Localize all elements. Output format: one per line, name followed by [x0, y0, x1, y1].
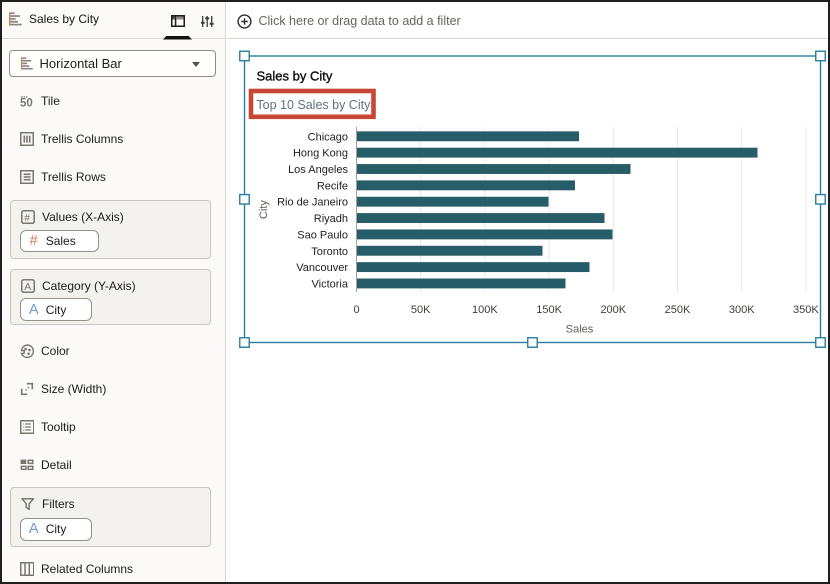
svg-text:150K: 150K: [536, 304, 562, 316]
svg-text:200K: 200K: [600, 304, 626, 316]
svg-text:Riyadh: Riyadh: [314, 213, 348, 225]
svg-text:250K: 250K: [665, 304, 691, 316]
svg-text:Toronto: Toronto: [311, 246, 348, 258]
svg-text:300K: 300K: [729, 304, 755, 316]
svg-text:Vancouver: Vancouver: [296, 262, 348, 274]
svg-text:0: 0: [353, 304, 359, 316]
svg-text:Hong Kong: Hong Kong: [293, 148, 348, 160]
svg-text:50K: 50K: [411, 304, 431, 316]
svg-text:City: City: [258, 200, 270, 219]
svg-text:#: #: [24, 212, 30, 224]
svg-text:Los Angeles: Los Angeles: [288, 164, 348, 176]
svg-text:Sales: Sales: [566, 324, 594, 336]
svg-text:A: A: [24, 281, 31, 293]
svg-text:Sao Paulo: Sao Paulo: [297, 229, 348, 241]
svg-text:Rio de Janeiro: Rio de Janeiro: [277, 197, 348, 209]
svg-text:Victoria: Victoria: [312, 278, 349, 290]
svg-text:350K: 350K: [793, 304, 819, 316]
svg-text:Top 10 Sales by City: Top 10 Sales by City: [256, 98, 371, 112]
svg-text:Chicago: Chicago: [308, 131, 348, 143]
svg-text:50: 50: [20, 98, 33, 109]
svg-text:Sales by City: Sales by City: [257, 69, 333, 84]
svg-text:Recife: Recife: [317, 180, 348, 192]
svg-text:100K: 100K: [472, 304, 498, 316]
